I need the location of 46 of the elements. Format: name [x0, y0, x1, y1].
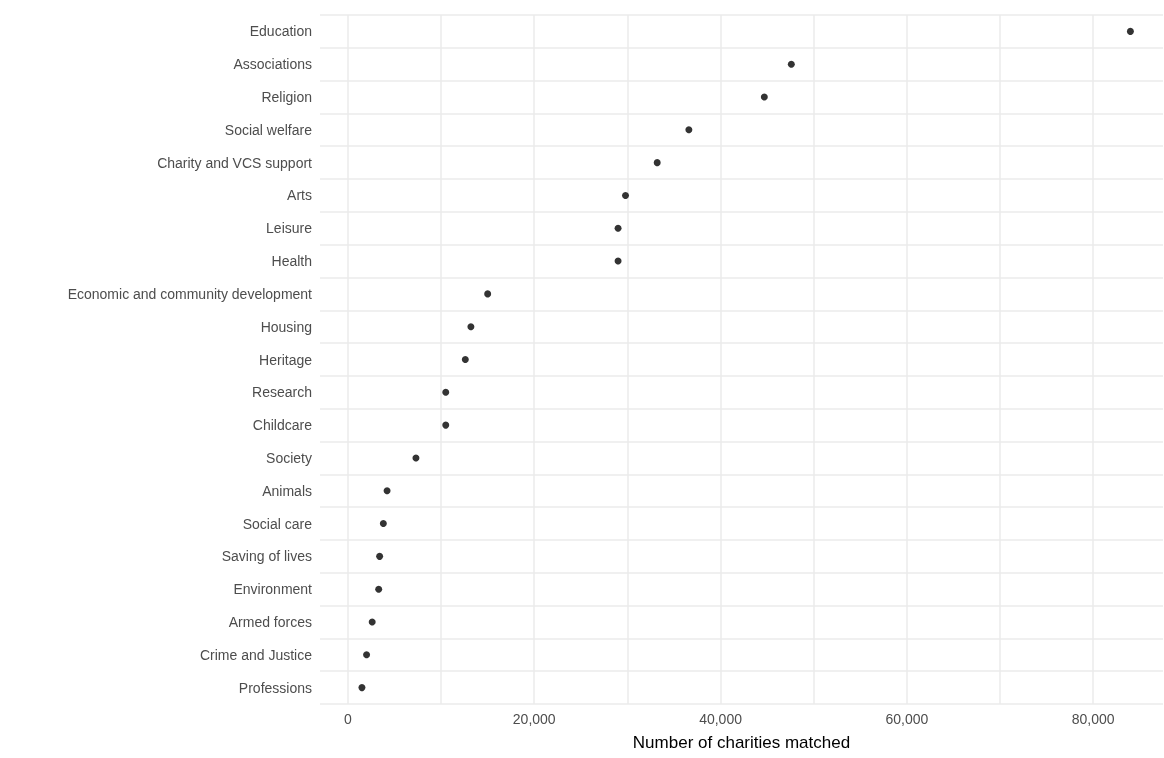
y-tick-label: Crime and Justice [199, 646, 313, 663]
y-tick-label: Heritage [259, 351, 313, 368]
y-tick-label: Religion [261, 89, 312, 106]
x-tick-label: 20,000 [512, 711, 556, 727]
point [442, 388, 450, 396]
point [379, 520, 387, 528]
point [1126, 27, 1134, 35]
y-tick-label: Animals [262, 482, 312, 499]
y-tick-label: Research [252, 384, 312, 401]
point [461, 356, 469, 363]
point [653, 159, 661, 167]
point [376, 552, 384, 560]
y-tick-label: Health [271, 253, 312, 270]
y-tick-label: Professions [238, 679, 312, 696]
y-tick-label: Environment [233, 581, 313, 598]
point [622, 191, 630, 199]
y-tick-label: Education [249, 23, 312, 40]
y-tick-label: Housing [260, 318, 312, 335]
point [358, 684, 366, 692]
y-tick-label: Society [266, 449, 312, 466]
point [383, 487, 391, 495]
point [685, 126, 693, 134]
y-tick-label: Social welfare [224, 121, 313, 138]
y-tick-label: Childcare [252, 417, 313, 434]
x-tick-label: 0 [344, 711, 353, 727]
y-tick-label: Armed forces [228, 613, 312, 630]
point [442, 421, 450, 429]
x-tick-label: 40,000 [699, 711, 743, 727]
y-tick-label: Charity and VCS support [157, 154, 313, 171]
point [614, 224, 622, 232]
point [368, 618, 376, 626]
point [484, 290, 492, 298]
y-tick-label: Social care [242, 515, 313, 532]
point [363, 651, 371, 659]
point [467, 323, 475, 331]
x-tick-label: 80,000 [1071, 711, 1115, 727]
point [375, 585, 383, 593]
x-tick-label: 60,000 [885, 711, 929, 727]
y-tick-label: Associations [233, 56, 312, 73]
y-tick-label: Arts [287, 187, 312, 204]
point [787, 60, 795, 68]
x-axis-title: Number of charities matched [632, 733, 851, 752]
y-tick-label: Economic and community development [67, 285, 313, 302]
point [760, 93, 768, 101]
y-tick-label: Saving of lives [221, 548, 312, 565]
y-tick-label: Leisure [266, 220, 313, 237]
